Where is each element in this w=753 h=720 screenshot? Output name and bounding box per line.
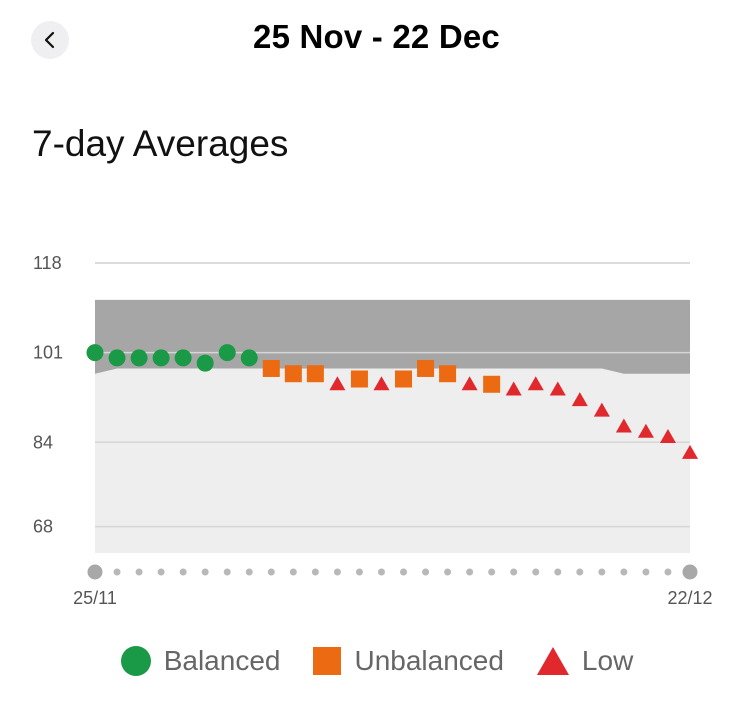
x-axis-dot [554,568,562,576]
data-point-low [329,376,346,391]
x-axis-dot [355,568,363,576]
data-point-unbalanced [395,370,413,388]
x-axis-dot [598,568,606,576]
square-marker-icon [313,647,342,675]
data-point-low [461,376,478,391]
legend-label-unbalanced: Unbalanced [354,645,504,676]
data-point-balanced [240,349,258,367]
chevron-left-icon [44,31,55,49]
data-point-unbalanced [306,365,324,383]
x-axis-dot [664,568,672,576]
x-axis-dot [201,568,209,576]
data-point-balanced [108,349,126,367]
data-point-low [373,376,390,391]
data-point-unbalanced [262,359,280,377]
x-axis-end-dot [87,564,103,580]
data-point-low [527,376,544,391]
data-point-low [637,423,654,438]
data-point-balanced [218,344,236,362]
y-tick-label: 118 [33,253,62,273]
x-axis-dot [444,568,452,576]
back-button[interactable] [31,21,69,59]
data-point-balanced [174,349,192,367]
x-axis-end-dot [682,564,698,580]
page-title: 25 Nov - 22 Dec [253,18,500,55]
x-axis-dot [135,568,143,576]
x-axis-dot [179,568,187,576]
data-point-low [505,381,522,396]
x-axis-dot [620,568,628,576]
chart-legend: Balanced Unbalanced Low [0,645,753,677]
x-axis-dot [510,568,518,576]
legend-label-balanced: Balanced [163,645,281,676]
data-point-low [549,381,566,396]
x-axis-dot [289,568,297,576]
x-axis-dot [642,568,650,576]
legend-item-balanced: Balanced [120,645,281,677]
x-axis-dot [311,568,319,576]
circle-marker-icon [120,646,151,676]
data-point-unbalanced [483,375,501,393]
x-axis-dot [113,568,121,576]
averages-chart: 118 101 84 68 25/11 22/12 [33,253,713,608]
y-tick-label: 68 [33,517,53,537]
x-axis-dot [400,568,408,576]
x-axis-dot [267,568,275,576]
x-axis-dot [532,568,540,576]
data-point-balanced [196,354,214,372]
x-axis-dot [488,568,496,576]
data-point-unbalanced [439,365,457,383]
data-point-balanced [130,349,148,367]
x-tick-label-end: 22/12 [667,588,712,608]
data-point-unbalanced [417,359,435,377]
data-point-unbalanced [284,365,302,383]
x-axis-dot [157,568,165,576]
data-point-low [659,429,676,443]
data-point-low [615,418,632,433]
x-axis-dot [223,568,231,576]
legend-item-unbalanced: Unbalanced [312,645,504,677]
section-title: 7-day Averages [32,123,289,164]
y-tick-label: 84 [33,432,53,452]
x-axis-dot [377,568,385,576]
x-tick-label-start: 25/11 [73,588,117,608]
data-point-low [682,444,698,459]
triangle-marker-icon [536,647,569,675]
data-point-balanced [86,344,104,362]
x-axis-dot [245,568,253,576]
data-point-unbalanced [350,370,368,388]
y-tick-label: 101 [33,343,63,363]
legend-label-low: Low [581,645,634,676]
data-point-balanced [152,349,170,367]
x-axis-dot [422,568,430,576]
x-axis-dot [333,568,341,576]
data-point-low [571,392,588,407]
x-axis-dot [576,568,584,576]
legend-item-low: Low [536,645,633,677]
x-axis-dot [466,568,474,576]
data-point-low [593,402,610,417]
